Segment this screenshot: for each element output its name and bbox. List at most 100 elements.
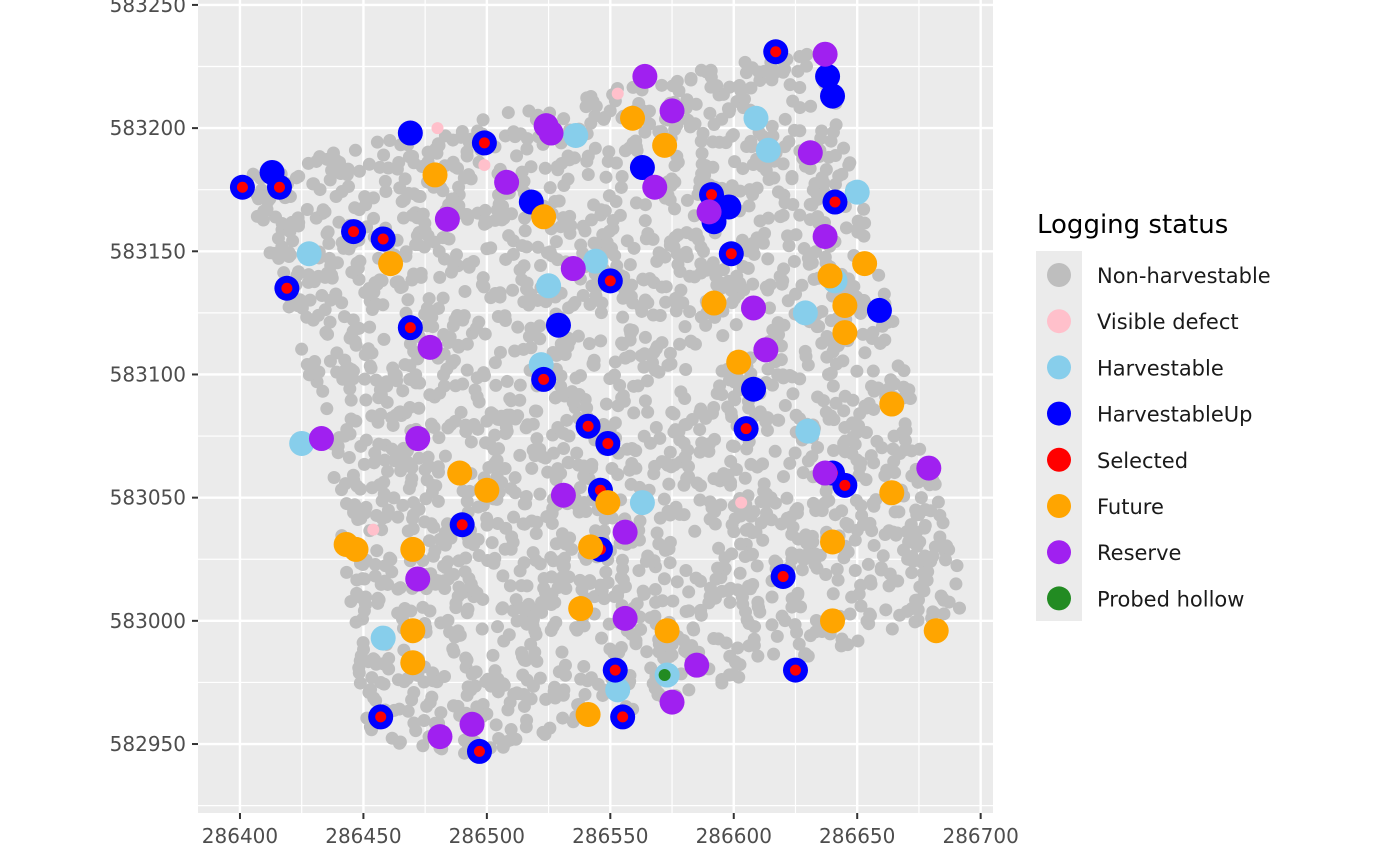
non-harvestable-point: [320, 227, 334, 241]
non-harvestable-point: [767, 171, 781, 185]
non-harvestable-point: [858, 346, 872, 360]
non-harvestable-point: [522, 298, 536, 312]
non-harvestable-point: [689, 227, 703, 241]
harvestableup-point: [397, 120, 423, 146]
non-harvestable-point: [668, 230, 682, 244]
non-harvestable-point: [549, 390, 563, 404]
selected-point: [456, 519, 468, 531]
non-harvestable-point: [853, 407, 867, 421]
non-harvestable-point: [364, 361, 378, 375]
non-harvestable-point: [746, 187, 760, 201]
visible-defect-point: [478, 159, 491, 172]
non-harvestable-point: [423, 695, 437, 709]
non-harvestable-point: [361, 342, 375, 356]
non-harvestable-point: [751, 595, 765, 609]
non-harvestable-point: [377, 487, 391, 501]
non-harvestable-point: [577, 659, 591, 673]
non-harvestable-point: [577, 496, 591, 510]
non-harvestable-point: [556, 560, 570, 574]
non-harvestable-point: [793, 208, 807, 222]
non-harvestable-point: [756, 533, 770, 547]
non-harvestable-point: [805, 256, 819, 270]
harvestable-point: [536, 273, 562, 299]
non-harvestable-point: [447, 255, 461, 269]
non-harvestable-point: [611, 589, 625, 603]
non-harvestable-point: [793, 101, 807, 115]
harvestable-point: [563, 123, 589, 148]
non-harvestable-point: [800, 47, 814, 61]
non-harvestable-point: [394, 464, 408, 478]
non-harvestable-point: [826, 587, 840, 601]
future-point: [654, 618, 680, 644]
non-harvestable-point: [918, 519, 932, 533]
non-harvestable-point: [588, 141, 602, 155]
reserve-point: [550, 482, 576, 508]
non-harvestable-point: [680, 471, 694, 485]
non-harvestable-point: [776, 65, 790, 79]
non-harvestable-point: [345, 265, 359, 279]
visible-defect-point: [367, 523, 380, 536]
non-harvestable-point: [500, 374, 514, 388]
selected-point: [617, 711, 629, 723]
non-harvestable-point: [460, 606, 474, 620]
non-harvestable-point: [870, 434, 884, 448]
non-harvestable-point: [301, 156, 315, 170]
non-harvestable-point: [470, 390, 484, 404]
non-harvestable-point: [904, 518, 918, 532]
non-harvestable-point: [678, 392, 692, 406]
non-harvestable-point: [666, 594, 680, 608]
non-harvestable-point: [659, 295, 673, 309]
non-harvestable-point: [510, 614, 524, 628]
future-point: [378, 251, 404, 277]
non-harvestable-point: [792, 637, 806, 651]
non-harvestable-point: [471, 422, 485, 436]
non-harvestable-point: [897, 364, 911, 378]
non-harvestable-point: [854, 578, 868, 592]
non-harvestable-point: [731, 641, 745, 655]
non-harvestable-point: [828, 177, 842, 191]
non-harvestable-point: [854, 599, 868, 613]
non-harvestable-point: [712, 541, 726, 555]
non-harvestable-point: [520, 132, 534, 146]
non-harvestable-point: [549, 537, 563, 551]
non-harvestable-point: [432, 244, 446, 258]
non-harvestable-point: [488, 428, 502, 442]
non-harvestable-point: [524, 321, 538, 335]
non-harvestable-point: [464, 435, 478, 449]
non-harvestable-point: [362, 157, 376, 171]
non-harvestable-point: [291, 265, 305, 279]
non-harvestable-point: [615, 336, 629, 350]
non-harvestable-point: [522, 104, 536, 118]
non-harvestable-point: [451, 699, 465, 713]
reserve-point: [405, 566, 431, 592]
non-harvestable-point: [877, 287, 891, 301]
non-harvestable-point: [772, 413, 786, 427]
future-point: [701, 290, 727, 316]
non-harvestable-point: [370, 135, 384, 149]
non-harvestable-point: [841, 638, 855, 652]
non-harvestable-point: [751, 649, 765, 663]
non-harvestable-point: [503, 695, 517, 709]
non-harvestable-point: [295, 301, 309, 315]
non-harvestable-point: [668, 122, 682, 136]
non-harvestable-point: [785, 552, 799, 566]
non-harvestable-point: [408, 374, 422, 388]
non-harvestable-point: [471, 533, 485, 547]
selected-point: [404, 322, 416, 334]
non-harvestable-point: [829, 118, 843, 132]
non-harvestable-point: [550, 160, 564, 174]
non-harvestable-point: [794, 600, 808, 614]
non-harvestable-point: [768, 554, 782, 568]
non-harvestable-point: [338, 429, 352, 443]
selected-point: [348, 226, 360, 238]
non-harvestable-point: [446, 642, 460, 656]
non-harvestable-point: [735, 233, 749, 247]
harvestable-point: [792, 300, 818, 326]
non-harvestable-point: [640, 645, 654, 659]
non-harvestable-point: [518, 224, 532, 238]
non-harvestable-point: [681, 443, 695, 457]
non-harvestable-point: [801, 358, 815, 372]
non-harvestable-point: [637, 273, 651, 287]
selected-point: [473, 745, 485, 757]
non-harvestable-point: [493, 290, 507, 304]
